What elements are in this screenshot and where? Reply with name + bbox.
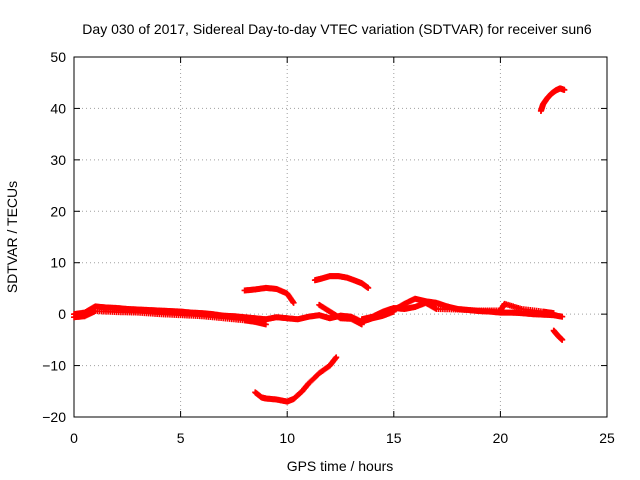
data-point [550, 310, 557, 317]
x-tick-label: 5 [177, 430, 185, 446]
data-point [262, 321, 269, 328]
series-baseline-arc-d [358, 299, 557, 323]
axis-ticks: 0 5 10 15 20 25 −20 −10 0 10 20 30 40 50 [42, 49, 615, 446]
y-tick-label: −10 [42, 358, 66, 374]
data-marks [71, 85, 568, 405]
series-arc-ascending-top [537, 85, 568, 114]
data-point [290, 299, 297, 306]
plot-frame [73, 56, 608, 418]
x-tick-label: 0 [70, 430, 78, 446]
series-arc-noon-squiggle [316, 301, 365, 328]
x-tick-label: 20 [493, 430, 509, 446]
data-point [559, 336, 566, 343]
y-tick-label: 50 [50, 49, 66, 65]
y-tick-label: 30 [50, 152, 66, 168]
y-tick-label: 40 [50, 100, 66, 116]
series-arc-midday-high [311, 273, 372, 291]
x-tick-label: 25 [599, 430, 615, 446]
series-arc-morning-hump [241, 284, 297, 306]
chart-title: Day 030 of 2017, Sidereal Day-to-day VTE… [82, 21, 592, 37]
y-tick-label: −20 [42, 409, 66, 425]
grid [74, 57, 607, 417]
series-baseline-arc-b [71, 308, 269, 328]
x-tick-label: 15 [386, 430, 402, 446]
y-tick-label: 0 [58, 306, 66, 322]
y-tick-label: 20 [50, 203, 66, 219]
series-arc-negative-dip [252, 354, 340, 405]
y-axis-label: SDTVAR / TECUs [4, 181, 20, 293]
x-axis-label: GPS time / hours [287, 458, 394, 474]
x-tick-label: 10 [279, 430, 295, 446]
data-point [561, 86, 568, 93]
data-point [559, 313, 566, 320]
data-point [358, 321, 365, 328]
series-arc-negative-late [550, 327, 566, 343]
data-point [365, 284, 372, 291]
y-tick-label: 10 [50, 255, 66, 271]
data-point [333, 354, 340, 361]
